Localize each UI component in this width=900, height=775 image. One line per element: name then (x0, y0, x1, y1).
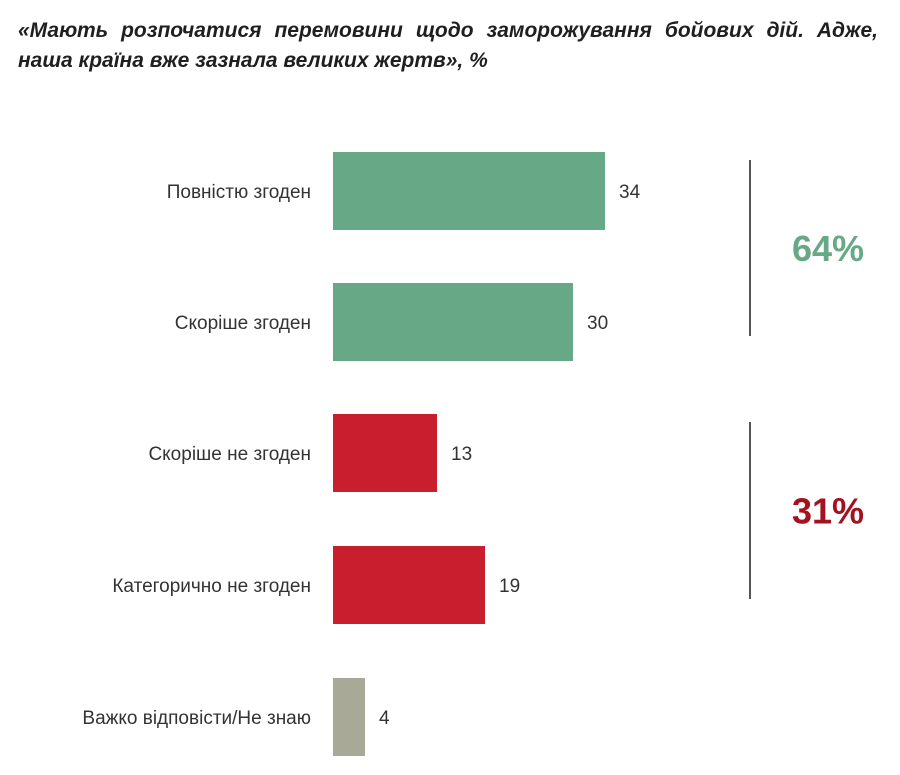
bar (333, 414, 437, 492)
value-label: 4 (379, 708, 390, 729)
category-label: Категорично не згоден (112, 576, 311, 597)
bar (333, 283, 573, 361)
bar (333, 546, 485, 624)
value-label: 34 (619, 182, 641, 203)
category-label: Важко відповісти/Не знаю (82, 708, 311, 729)
bar (333, 678, 365, 756)
value-label: 19 (499, 576, 520, 597)
value-label: 30 (587, 313, 608, 334)
bar (333, 152, 605, 230)
category-label: Скоріше не згоден (148, 444, 311, 465)
category-label: Повністю згоден (167, 182, 311, 203)
group-total-label: 64% (792, 228, 864, 269)
category-label: Скоріше згоден (175, 313, 311, 334)
group-total-label: 31% (792, 491, 864, 532)
value-label: 13 (451, 444, 472, 465)
chart-title: «Мають розпочатися перемовини щодо замор… (18, 19, 878, 72)
